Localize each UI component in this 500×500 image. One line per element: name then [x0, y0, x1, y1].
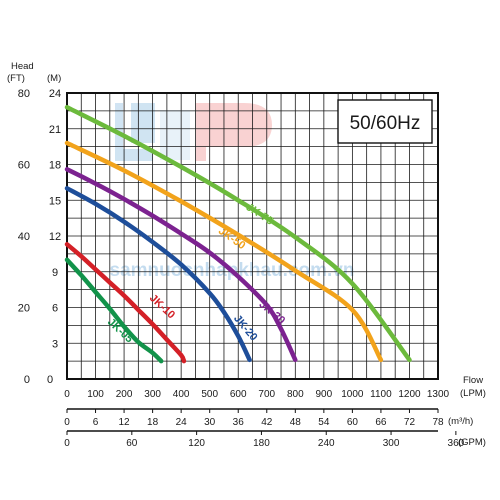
x-axis-m3h-unit: (m³/h): [448, 416, 473, 427]
x-tick-label-m3h: 72: [404, 417, 416, 428]
curve-jk-20: [64, 186, 252, 363]
x-tick-label-m3h: 60: [347, 417, 359, 428]
curve-jk-05: [64, 257, 164, 364]
x-tick-label-m3h: 42: [261, 417, 273, 428]
x-tick-label-lpm: 0: [64, 389, 70, 400]
x-tick-label-gpm: 120: [188, 438, 205, 449]
x-tick-label-gpm: 300: [383, 438, 400, 449]
x-tick-label-m3h: 24: [176, 417, 188, 428]
y-tick-label-m: 3: [52, 338, 58, 350]
x-axis-lpm-unit: (LPM): [460, 388, 486, 399]
x-tick-label-lpm: 1200: [398, 389, 421, 400]
curve-jk-10: [64, 242, 187, 364]
x-tick-label-gpm: 0: [64, 438, 70, 449]
y-axis-title: Head: [11, 61, 34, 72]
x-axis-scales: 0 100 200 300 400 500 600 700 800 900 1000 1100 1200…: [64, 389, 464, 449]
y-tick-label-m: 15: [49, 195, 61, 207]
curve-jk-30: [64, 167, 298, 363]
y-tick-label-m: 21: [49, 124, 61, 136]
x-tick-label-m3h: 54: [318, 417, 330, 428]
x-tick-label-lpm: 900: [316, 389, 333, 400]
curve-label: JK-75: [244, 201, 276, 227]
y-tick-label-ft: 40: [18, 231, 30, 243]
x-tick-label-gpm: 180: [253, 438, 270, 449]
y-axis-titles: Head (FT) (M): [7, 61, 61, 84]
x-tick-label-lpm: 200: [116, 389, 133, 400]
x-tick-label-lpm: 1000: [341, 389, 364, 400]
y-axis-m-ticks: 0 3 6 9 12 15 18 21 24: [47, 88, 61, 386]
y-axis-ft-unit: (FT): [7, 73, 25, 84]
x-tick-label-m3h: 6: [93, 417, 99, 428]
x-tick-label-gpm: 60: [126, 438, 138, 449]
watermark-logo: [115, 103, 272, 161]
y-tick-label-m: 18: [49, 160, 61, 172]
y-tick-label-m-zero: 0: [47, 374, 53, 386]
x-axis-titles: Flow (LPM) (m³/h) (GPM): [448, 375, 486, 448]
curve-jk-75: [64, 105, 412, 363]
x-tick-label-gpm: 360: [448, 438, 465, 449]
y-tick-label-ft: 0: [24, 374, 30, 386]
curve-label: JK-10: [147, 292, 177, 321]
y-tick-label-ft: 60: [18, 160, 30, 172]
x-tick-label-lpm: 300: [144, 389, 161, 400]
x-tick-label-gpm: 240: [318, 438, 335, 449]
curve-jk-50: [64, 140, 384, 363]
x-tick-label-lpm: 1300: [427, 389, 450, 400]
y-tick-label-m: 12: [49, 231, 61, 243]
curve-label: JK-30: [257, 298, 288, 326]
x-tick-label-m3h: 78: [432, 417, 444, 428]
x-tick-label-lpm: 400: [173, 389, 190, 400]
x-tick-label-m3h: 18: [147, 417, 159, 428]
x-tick-label-m3h: 66: [375, 417, 387, 428]
x-tick-label-m3h: 36: [233, 417, 245, 428]
y-tick-label-m: 24: [49, 88, 61, 100]
x-tick-label-lpm: 1100: [370, 389, 392, 400]
y-tick-label-ft: 20: [18, 303, 30, 315]
x-tick-label-m3h: 48: [290, 417, 302, 428]
y-tick-label-m: 9: [52, 267, 58, 279]
x-tick-label-lpm: 500: [201, 389, 218, 400]
x-axis-gpm-unit: (GPM): [458, 437, 486, 448]
frequency-box: 50/60Hz: [337, 99, 433, 144]
x-tick-label-m3h: 30: [204, 417, 216, 428]
frequency-label: 50/60Hz: [350, 113, 421, 134]
y-tick-label-ft: 80: [18, 88, 30, 100]
y-axis-ft-ticks: 0 20 40 60 80: [18, 88, 30, 386]
x-tick-label-lpm: 800: [287, 389, 304, 400]
x-tick-label-m3h: 0: [64, 417, 70, 428]
performance-curves: [64, 105, 412, 364]
x-tick-label-lpm: 600: [230, 389, 247, 400]
x-tick-label-lpm: 100: [87, 389, 104, 400]
x-tick-label-m3h: 12: [119, 417, 131, 428]
x-axis-title: Flow: [463, 375, 483, 386]
x-tick-label-lpm: 700: [258, 389, 275, 400]
y-tick-label-m: 6: [52, 303, 58, 315]
plot-frame: [66, 92, 439, 380]
y-axis-m-unit: (M): [47, 73, 61, 84]
